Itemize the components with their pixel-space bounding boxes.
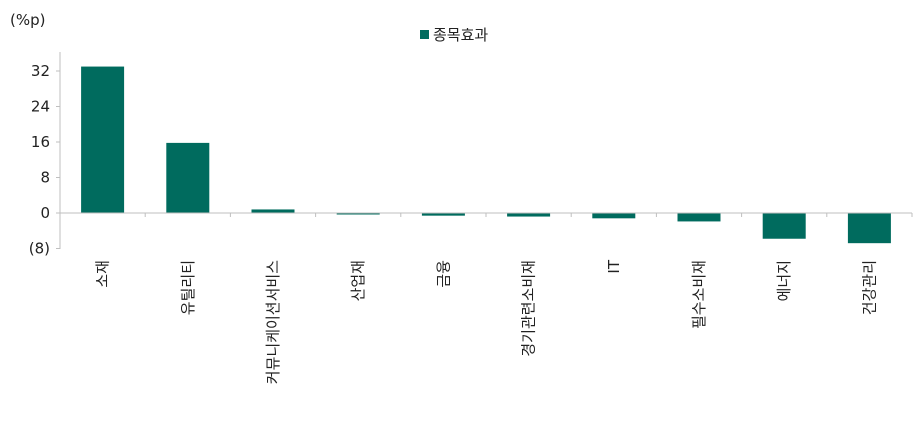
bar (166, 142, 210, 213)
y-axis-unit-label: (%p) (10, 11, 45, 29)
y-tick-label: 0 (40, 204, 50, 222)
category-label: 경기관련소비재 (520, 260, 538, 357)
legend-swatch (420, 30, 429, 39)
bar (507, 213, 551, 217)
category-label: 필수소비재 (690, 260, 708, 329)
x-axis-ticks (59, 213, 913, 217)
bars (81, 66, 891, 244)
bar (421, 213, 465, 216)
bar (251, 209, 295, 213)
category-labels: 소재 유틸리티 커뮤니케이션서비스 산업재 금융 경기관련소비재 IT 필수소비재 에너지 건강관… (94, 259, 879, 384)
category-label: 에너지 (775, 260, 793, 301)
bar (847, 213, 891, 244)
category-label: 유틸리티 (179, 260, 197, 315)
bar (677, 213, 721, 222)
y-tick-label: (8) (29, 240, 50, 258)
y-tick-label: 8 (40, 169, 50, 187)
category-label: 금융 (434, 260, 452, 288)
category-label: IT (605, 259, 623, 273)
category-label: 건강관리 (860, 260, 878, 315)
y-axis-ticks: 32 24 16 8 0 (8) (29, 62, 60, 258)
bar (592, 213, 636, 219)
y-tick-label: 32 (31, 62, 50, 80)
bar (336, 213, 380, 215)
y-tick-label: 16 (31, 133, 50, 151)
legend-label: 종목효과 (433, 26, 488, 44)
bar (762, 213, 806, 239)
y-tick-label: 24 (31, 98, 50, 116)
category-label: 산업재 (349, 260, 367, 301)
category-label: 소재 (94, 260, 112, 288)
category-label: 커뮤니케이션서비스 (264, 260, 282, 384)
bar (81, 66, 125, 213)
legend: 종목효과 (420, 26, 488, 44)
